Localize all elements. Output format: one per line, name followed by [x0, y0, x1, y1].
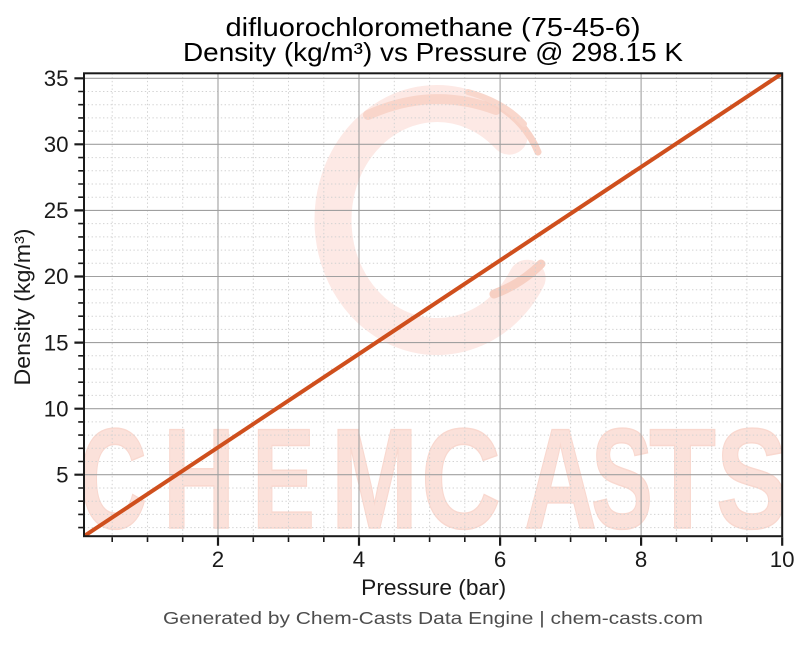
- svg-text:30: 30: [44, 132, 69, 157]
- svg-text:M: M: [331, 400, 418, 559]
- svg-text:Density (kg/m³) vs Pressure @: Density (kg/m³) vs Pressure @ 298.15 K: [183, 37, 684, 67]
- svg-text:8: 8: [635, 547, 647, 572]
- svg-text:C: C: [79, 400, 147, 559]
- svg-text:2: 2: [212, 547, 224, 572]
- svg-text:20: 20: [44, 264, 69, 289]
- svg-text:Pressure (bar): Pressure (bar): [361, 575, 506, 600]
- svg-text:35: 35: [44, 66, 69, 91]
- svg-text:5: 5: [56, 462, 68, 487]
- svg-text:C: C: [421, 400, 501, 559]
- svg-text:25: 25: [44, 198, 69, 223]
- svg-text:S: S: [591, 400, 653, 559]
- svg-text:6: 6: [494, 547, 506, 572]
- svg-text:T: T: [649, 400, 716, 559]
- svg-text:difluorochloromethane (75-45-6: difluorochloromethane (75-45-6): [226, 12, 641, 42]
- svg-text:E: E: [252, 400, 315, 559]
- svg-text:Generated by Chem-Casts Data E: Generated by Chem-Casts Data Engine | ch…: [163, 608, 703, 628]
- svg-text:10: 10: [44, 396, 69, 421]
- svg-text:Density (kg/m³): Density (kg/m³): [10, 229, 35, 386]
- svg-text:A: A: [524, 400, 597, 559]
- svg-text:4: 4: [353, 547, 365, 572]
- svg-text:10: 10: [770, 547, 795, 572]
- svg-text:15: 15: [44, 330, 69, 355]
- svg-text:S: S: [716, 400, 788, 559]
- svg-text:H: H: [163, 400, 235, 559]
